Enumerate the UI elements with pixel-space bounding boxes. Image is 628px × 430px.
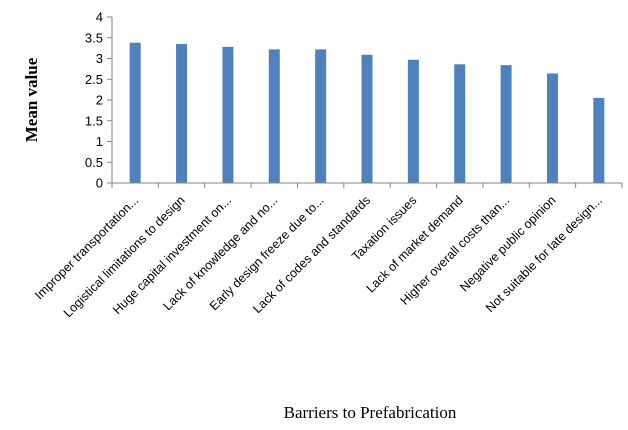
x-axis-title: Barriers to Prefabrication xyxy=(284,403,457,422)
bar xyxy=(407,59,419,184)
bar xyxy=(176,43,188,183)
bar xyxy=(500,65,512,183)
y-tick-label: 0 xyxy=(96,176,103,191)
y-axis-title: Mean value xyxy=(22,57,41,142)
bar xyxy=(129,42,141,184)
y-tick-label: 1.5 xyxy=(85,113,103,128)
bar xyxy=(593,97,605,183)
bar xyxy=(454,64,466,183)
bar xyxy=(361,54,373,183)
bar xyxy=(315,49,327,184)
y-tick-label: 3 xyxy=(96,51,103,66)
axes-group xyxy=(111,17,623,188)
bar xyxy=(546,73,558,183)
bar xyxy=(268,49,280,184)
y-tick-label: 2.5 xyxy=(85,72,103,87)
y-axis-ticks: 0 0.5 1 1.5 2 2.5 3 3.5 4 xyxy=(85,10,112,191)
y-tick-label: 3.5 xyxy=(85,30,103,45)
bar xyxy=(222,46,234,183)
y-tick-label: 2 xyxy=(96,93,103,108)
x-axis-category-labels: Improper transportation...Logistical lim… xyxy=(32,193,605,320)
bars-group xyxy=(129,42,605,184)
y-tick-label: 4 xyxy=(96,10,103,25)
y-tick-label: 0.5 xyxy=(85,155,103,170)
y-tick-label: 1 xyxy=(96,134,103,149)
